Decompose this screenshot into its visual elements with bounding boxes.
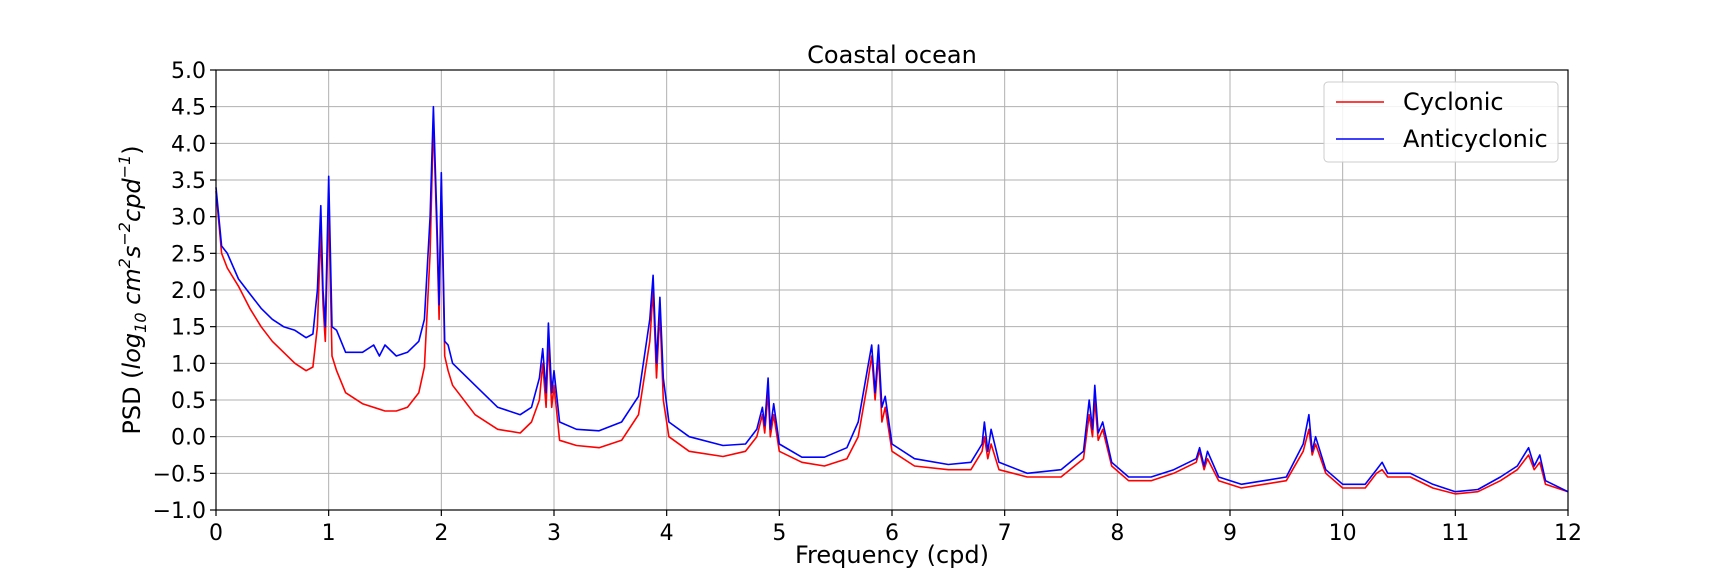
y-tick-label: 2.5 bbox=[171, 242, 206, 267]
y-tick-label: 0.0 bbox=[171, 426, 206, 451]
y-tick-label: 4.0 bbox=[171, 132, 206, 157]
series-lines bbox=[215, 105, 1569, 495]
legend-label-anticyclonic: Anticyclonic bbox=[1403, 125, 1548, 153]
legend-label-cyclonic: Cyclonic bbox=[1403, 88, 1504, 116]
axis-ticks: 0 1 2 3 4 5 6 7 8 9 10 11 12−1.0−0.50.00.51.01.52.02… bbox=[153, 59, 1582, 546]
y-tick-label: −1.0 bbox=[153, 499, 206, 524]
y-tick-label: 5.0 bbox=[171, 59, 206, 84]
x-tick-label: 7 bbox=[998, 521, 1012, 546]
x-tick-label: 0 bbox=[209, 521, 223, 546]
series-line-anticyclonic bbox=[215, 105, 1569, 493]
x-tick-label: 4 bbox=[660, 521, 674, 546]
y-tick-label: 1.5 bbox=[171, 316, 206, 341]
x-tick-label: 11 bbox=[1441, 521, 1469, 546]
x-tick-label: 10 bbox=[1329, 521, 1357, 546]
y-tick-label: 2.0 bbox=[171, 279, 206, 304]
x-tick-label: 9 bbox=[1223, 521, 1237, 546]
x-tick-label: 3 bbox=[547, 521, 561, 546]
y-tick-label: 4.5 bbox=[171, 96, 206, 121]
y-tick-label: 3.5 bbox=[171, 169, 206, 194]
x-tick-label: 12 bbox=[1554, 521, 1582, 546]
x-tick-label: 2 bbox=[434, 521, 448, 546]
series-line-cyclonic bbox=[215, 120, 1569, 495]
x-tick-label: 1 bbox=[322, 521, 336, 546]
x-axis-label: Frequency (cpd) bbox=[795, 541, 989, 569]
x-tick-label: 5 bbox=[772, 521, 786, 546]
x-tick-label: 8 bbox=[1110, 521, 1124, 546]
y-tick-label: −0.5 bbox=[153, 462, 206, 487]
legend: Cyclonic Anticyclonic bbox=[1323, 81, 1559, 163]
y-axis-label: PSD (log10 cm2s−2cpd−1) bbox=[115, 145, 150, 434]
chart-title: Coastal ocean bbox=[807, 41, 977, 69]
x-tick-label: 6 bbox=[885, 521, 899, 546]
y-tick-label: 1.0 bbox=[171, 352, 206, 377]
y-tick-label: 3.0 bbox=[171, 206, 206, 231]
y-tick-label: 0.5 bbox=[171, 389, 206, 414]
